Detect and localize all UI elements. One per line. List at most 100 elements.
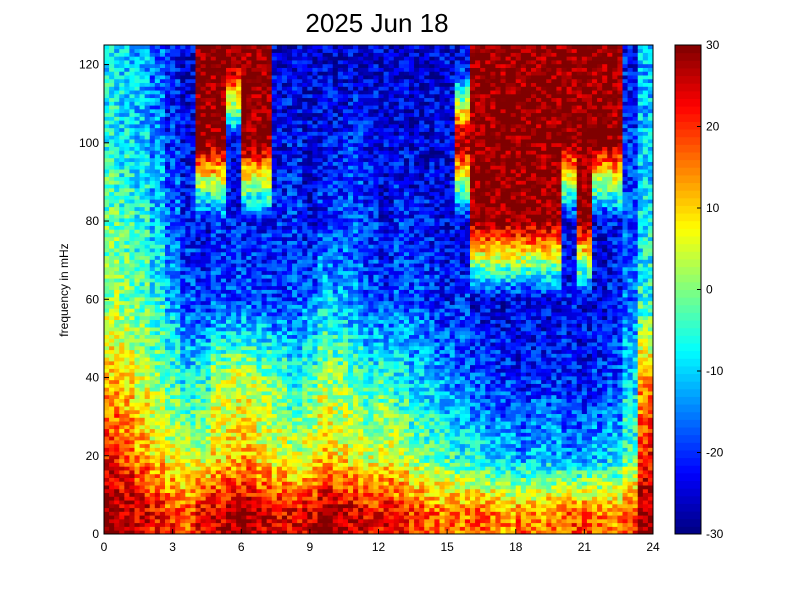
heatmap-cell bbox=[220, 221, 227, 226]
heatmap-cell bbox=[210, 86, 217, 91]
heatmap-cell bbox=[271, 150, 278, 155]
heatmap-cell bbox=[159, 379, 166, 384]
heatmap-cell bbox=[109, 409, 115, 415]
heatmap-cell bbox=[104, 60, 110, 65]
heatmap-cell bbox=[144, 154, 151, 159]
heatmap-cell bbox=[195, 398, 201, 403]
heatmap-cell bbox=[241, 319, 247, 324]
heatmap-cell bbox=[144, 244, 151, 249]
heatmap-cell bbox=[205, 240, 212, 245]
heatmap-cell bbox=[246, 372, 252, 377]
heatmap-cell bbox=[200, 428, 207, 433]
heatmap-cell bbox=[292, 263, 298, 268]
heatmap-cell bbox=[175, 379, 181, 384]
heatmap-cell bbox=[231, 285, 237, 290]
heatmap-cell bbox=[281, 451, 288, 456]
heatmap-cell bbox=[165, 97, 171, 102]
heatmap-cell bbox=[134, 308, 140, 313]
heatmap-cell bbox=[246, 82, 252, 87]
heatmap-cell bbox=[251, 503, 257, 509]
heatmap-cell bbox=[129, 135, 135, 140]
heatmap-cell bbox=[124, 270, 130, 275]
heatmap-cell bbox=[292, 116, 298, 121]
heatmap-cell bbox=[124, 455, 130, 460]
heatmap-cell bbox=[185, 364, 191, 369]
heatmap-cell bbox=[220, 473, 227, 478]
heatmap-cell bbox=[185, 458, 191, 463]
heatmap-cell bbox=[170, 413, 176, 418]
heatmap-cell bbox=[144, 518, 151, 524]
heatmap-cell bbox=[292, 157, 298, 163]
heatmap-cell bbox=[134, 398, 140, 403]
heatmap-cell bbox=[246, 364, 252, 369]
heatmap-cell bbox=[246, 406, 252, 411]
heatmap-cell bbox=[215, 161, 222, 166]
heatmap-cell bbox=[180, 522, 186, 527]
heatmap-cell bbox=[271, 240, 278, 245]
heatmap-cell bbox=[215, 240, 222, 245]
heatmap-cell bbox=[124, 78, 130, 84]
heatmap-cell bbox=[134, 206, 140, 211]
heatmap-cell bbox=[149, 97, 156, 102]
heatmap-cell bbox=[261, 338, 268, 343]
heatmap-cell bbox=[205, 518, 212, 524]
heatmap-cell bbox=[175, 376, 181, 381]
heatmap-cell bbox=[256, 300, 262, 305]
heatmap-cell bbox=[276, 270, 283, 275]
heatmap-cell bbox=[251, 364, 257, 369]
heatmap-cell bbox=[205, 270, 212, 275]
heatmap-cell bbox=[114, 338, 120, 343]
heatmap-cell bbox=[139, 432, 146, 437]
heatmap-cell bbox=[271, 60, 278, 65]
heatmap-cell bbox=[170, 97, 176, 102]
heatmap-cell bbox=[236, 195, 242, 200]
heatmap-cell bbox=[124, 97, 130, 102]
heatmap-cell bbox=[109, 402, 115, 407]
heatmap-cell bbox=[144, 338, 151, 343]
heatmap-cell bbox=[266, 473, 273, 478]
heatmap-cell bbox=[154, 206, 161, 211]
heatmap-cell bbox=[287, 300, 293, 305]
heatmap-cell bbox=[200, 172, 207, 178]
heatmap-cell bbox=[261, 97, 268, 102]
heatmap-cell bbox=[236, 176, 242, 181]
heatmap-cell bbox=[195, 526, 201, 531]
heatmap-cell bbox=[226, 496, 232, 501]
heatmap-cell bbox=[159, 424, 166, 430]
heatmap-cell bbox=[159, 503, 166, 509]
heatmap-cell bbox=[185, 391, 191, 396]
heatmap-cell bbox=[287, 101, 293, 106]
heatmap-cell bbox=[139, 82, 146, 87]
heatmap-cell bbox=[246, 199, 252, 204]
heatmap-cell bbox=[281, 139, 288, 144]
heatmap-cell bbox=[220, 372, 227, 377]
heatmap-cell bbox=[144, 78, 151, 84]
heatmap-cell bbox=[119, 139, 125, 144]
heatmap-cell bbox=[109, 116, 115, 121]
heatmap-cell bbox=[175, 470, 181, 475]
heatmap-cell bbox=[220, 244, 227, 249]
heatmap-cell bbox=[159, 315, 166, 320]
heatmap-cell bbox=[220, 180, 227, 185]
heatmap-cell bbox=[246, 327, 252, 332]
heatmap-cell bbox=[246, 308, 252, 313]
heatmap-cell bbox=[226, 285, 232, 290]
heatmap-cell bbox=[170, 199, 176, 204]
heatmap-cell bbox=[159, 387, 166, 392]
heatmap-cell bbox=[159, 165, 166, 170]
heatmap-cell bbox=[231, 221, 237, 226]
heatmap-cell bbox=[119, 470, 125, 475]
heatmap-cell bbox=[124, 105, 130, 110]
heatmap-cell bbox=[124, 357, 130, 362]
heatmap-cell bbox=[104, 530, 110, 535]
heatmap-cell bbox=[104, 172, 110, 178]
heatmap-cell bbox=[210, 214, 217, 219]
heatmap-cell bbox=[159, 259, 166, 264]
heatmap-cell bbox=[210, 233, 217, 238]
heatmap-cell bbox=[210, 112, 217, 117]
heatmap-cell bbox=[210, 319, 217, 324]
heatmap-cell bbox=[241, 338, 247, 343]
heatmap-cell bbox=[266, 300, 273, 305]
heatmap-cell bbox=[165, 221, 171, 226]
heatmap-cell bbox=[170, 93, 176, 99]
